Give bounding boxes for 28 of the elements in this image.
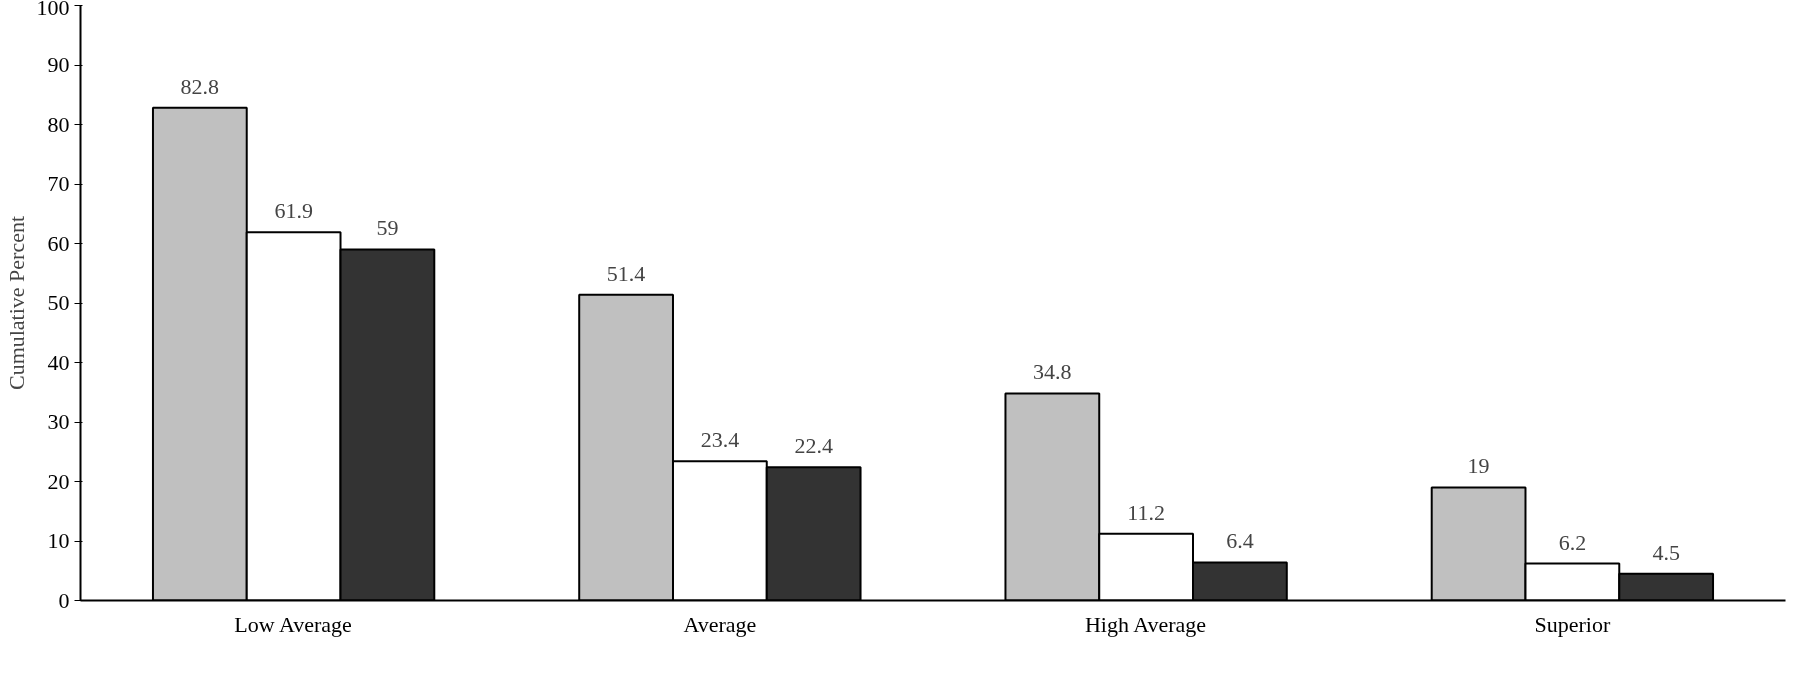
data-label: 6.4 — [1226, 528, 1254, 554]
x-tick-label: Low Average — [234, 611, 352, 637]
data-label: 34.8 — [1033, 359, 1072, 385]
y-tick-label: 60 — [47, 230, 70, 256]
y-tick-label: 100 — [36, 0, 70, 20]
data-label: 4.5 — [1652, 539, 1680, 565]
data-label: 11.2 — [1127, 499, 1165, 525]
y-tick-label: 50 — [47, 290, 70, 315]
y-tick-label: 30 — [47, 409, 70, 434]
x-tick-label: Average — [683, 611, 757, 637]
data-label: 61.9 — [274, 198, 313, 224]
y-tick-label: 0 — [58, 587, 70, 613]
y-tick-label: 80 — [47, 111, 70, 137]
y-tick-label: 20 — [47, 468, 70, 494]
data-label: 51.4 — [606, 260, 646, 286]
x-tick-label: High Average — [1084, 611, 1207, 637]
y-tick-label: 40 — [47, 349, 70, 375]
data-label: 82.8 — [180, 73, 220, 99]
y-tick-label: 70 — [47, 171, 70, 196]
data-label: 19 — [1467, 453, 1490, 479]
data-label: 22.4 — [794, 433, 833, 459]
y-axis-title: Cumulative Percent — [3, 215, 29, 391]
data-label: 23.4 — [700, 427, 740, 453]
data-label: 59 — [376, 215, 399, 241]
data-label: 6.2 — [1558, 529, 1587, 555]
y-tick-label: 90 — [47, 52, 70, 77]
y-tick-label: 10 — [47, 528, 70, 553]
x-tick-label: Superior — [1534, 611, 1611, 637]
